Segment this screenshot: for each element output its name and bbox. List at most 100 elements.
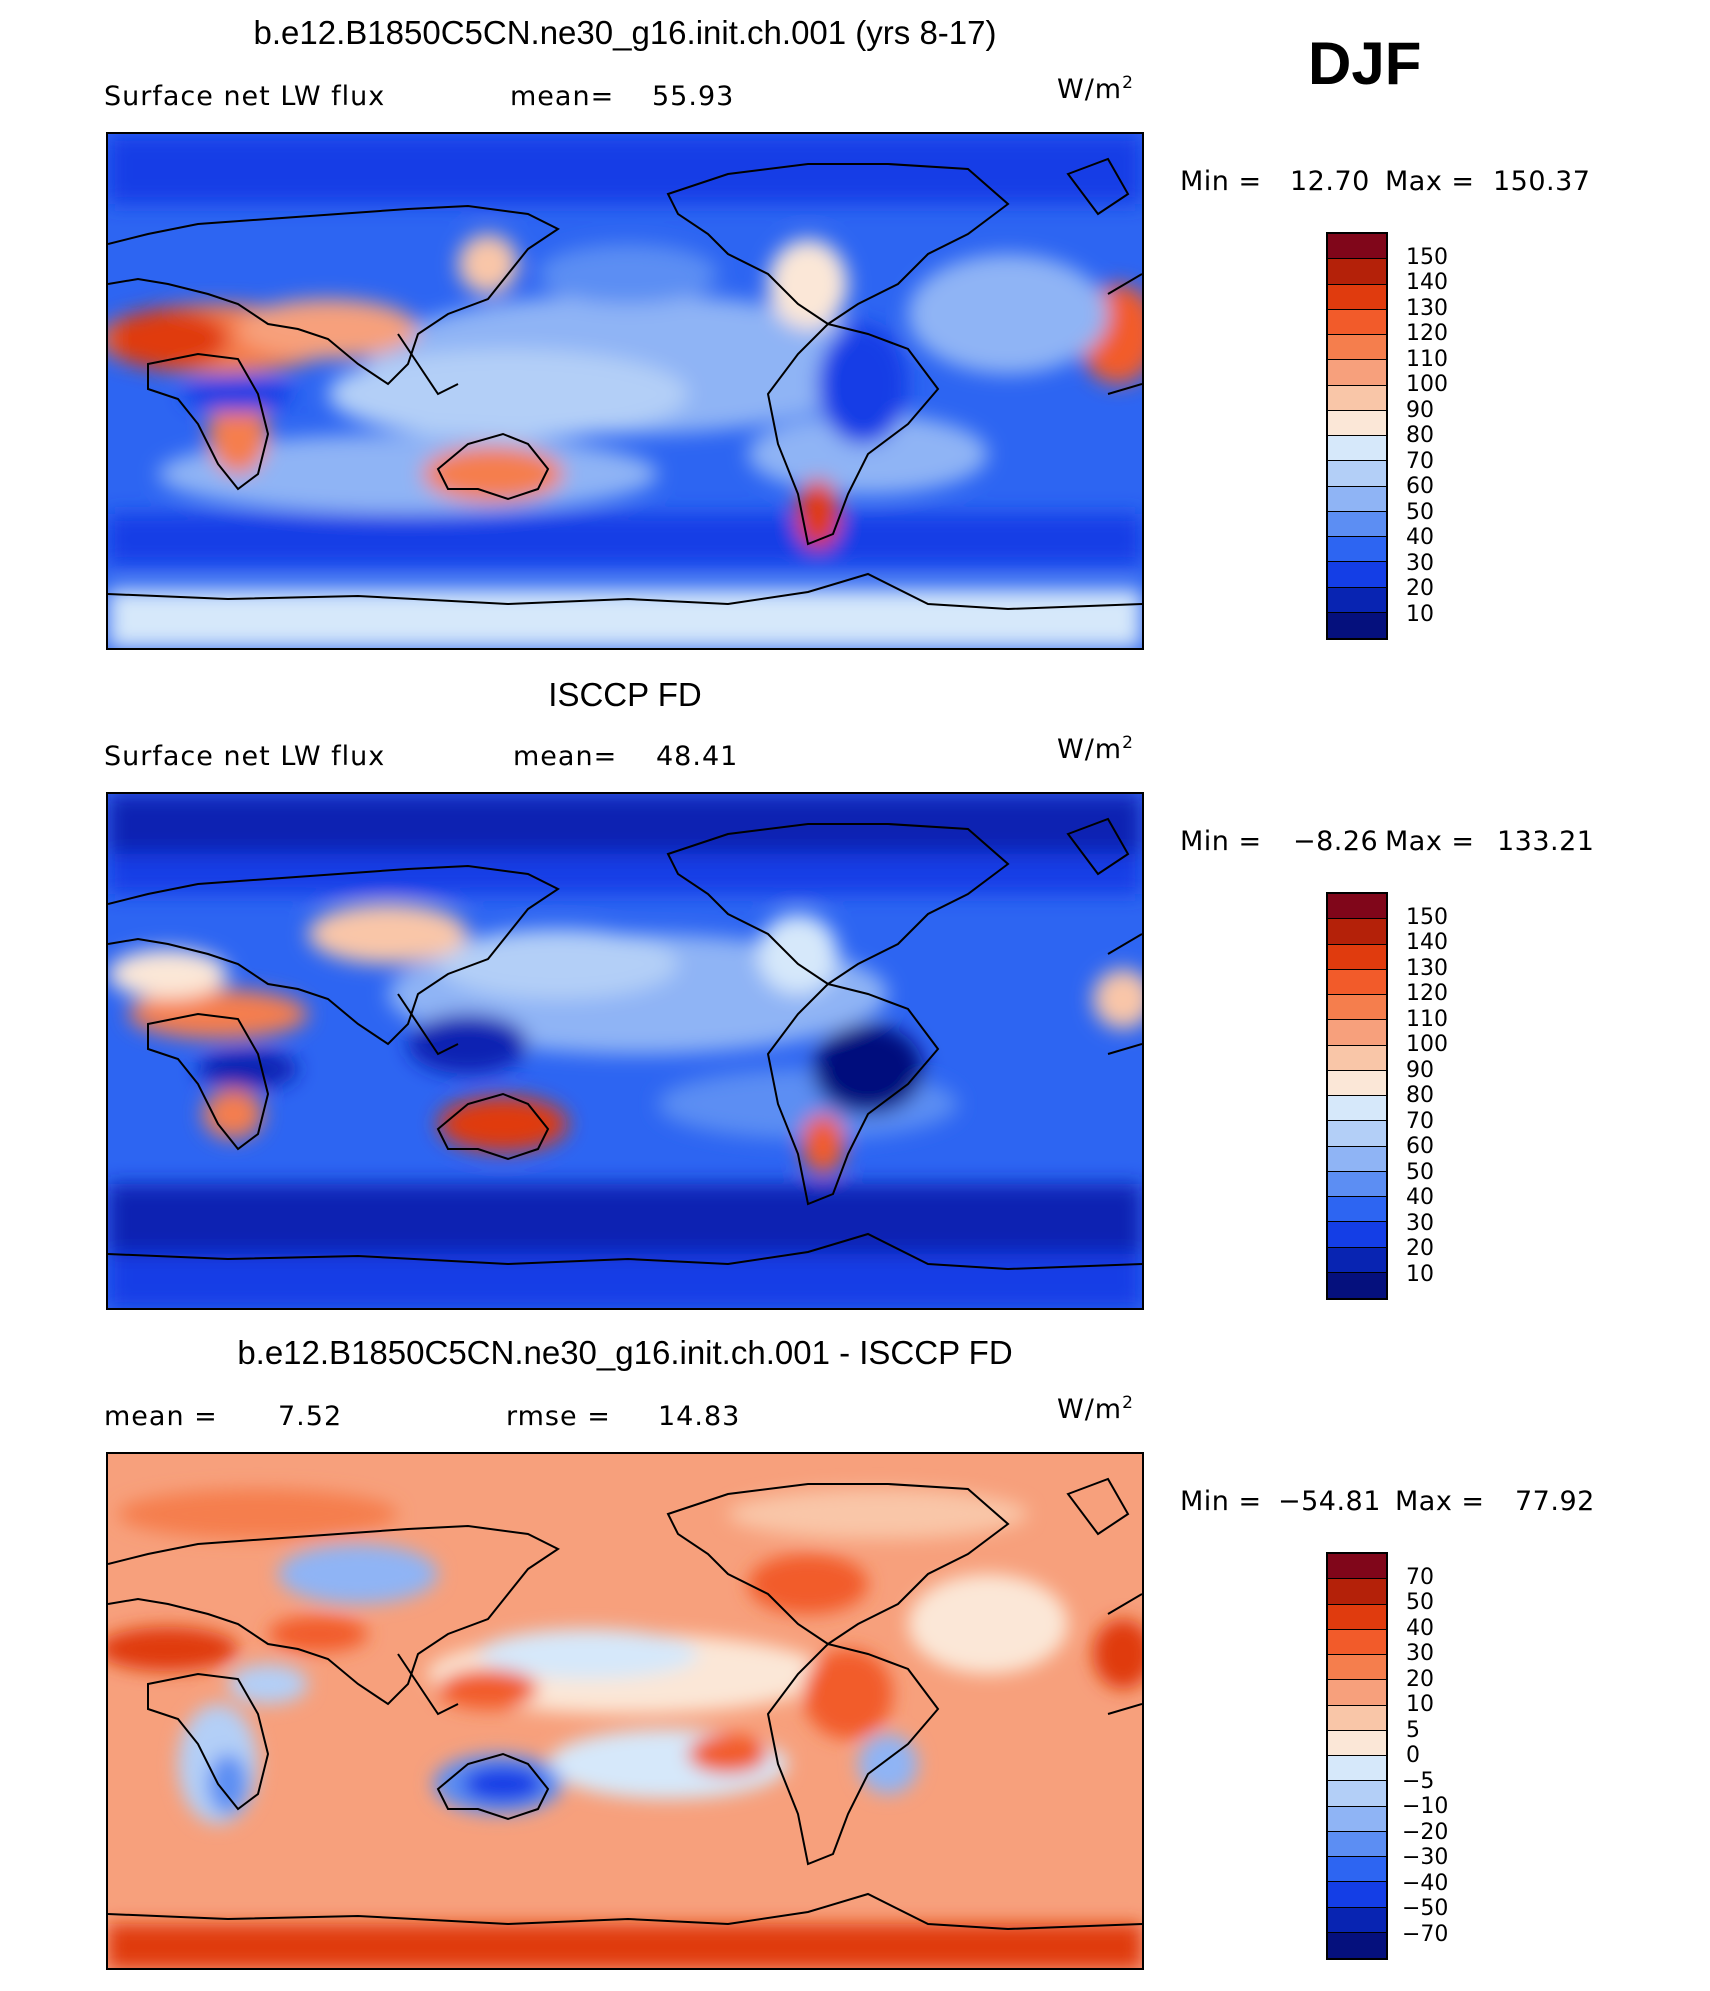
colorbar-segment — [1328, 562, 1386, 588]
colorbar-segment — [1328, 1272, 1386, 1298]
panel2-map-svg — [108, 794, 1142, 1308]
panel2-map — [106, 792, 1144, 1310]
colorbar-tick-label: 50 — [1406, 1159, 1434, 1185]
colorbar-tick-label: 10 — [1406, 601, 1434, 627]
colorbar-tick-label: 80 — [1406, 1083, 1434, 1108]
panel1-coastlines — [108, 157, 1142, 611]
panel1-max-label: Max = — [1385, 166, 1475, 197]
colorbar-tick-label: 120 — [1406, 981, 1448, 1006]
panel1-min-value: 12.70 — [1290, 166, 1370, 197]
colorbar-segment — [1328, 894, 1386, 920]
colorbar-segment — [1328, 1222, 1386, 1248]
panel3-units: W/m2 — [1057, 1393, 1134, 1425]
colorbar-tick-label: 30 — [1406, 550, 1434, 576]
colorbar-tick-label: −50 — [1402, 1896, 1449, 1921]
colorbar-segment — [1328, 309, 1386, 335]
colorbar-tick-label: 140 — [1406, 270, 1448, 295]
colorbar-segment — [1328, 1045, 1386, 1071]
colorbar-tick-label: 70 — [1406, 448, 1434, 474]
colorbar-tick-label: 40 — [1406, 1185, 1434, 1210]
colorbar-tick-label: 50 — [1406, 499, 1434, 525]
colorbar-segment — [1328, 1197, 1386, 1223]
colorbar-tick-label: −5 — [1402, 1768, 1435, 1794]
panel2-variable-label: Surface net LW flux — [104, 741, 386, 772]
panel3-map-svg — [108, 1454, 1142, 1968]
panel1-max-value: 150.37 — [1493, 166, 1591, 197]
panel3-max-label: Max = — [1395, 1486, 1485, 1517]
colorbar-segment — [1328, 259, 1386, 285]
panel1-map — [106, 132, 1144, 650]
colorbar-tick-label: −20 — [1402, 1819, 1449, 1845]
panel2-min-label: Min = — [1180, 826, 1262, 857]
colorbar-tick-label: 30 — [1406, 1641, 1434, 1666]
colorbar-segment — [1328, 1857, 1386, 1883]
colorbar-segment — [1328, 1907, 1386, 1933]
colorbar-segment — [1328, 335, 1386, 361]
colorbar-segment — [1328, 1882, 1386, 1908]
colorbar-tick-label: 150 — [1406, 904, 1448, 930]
colorbar-segment — [1328, 486, 1386, 512]
colorbar-segment — [1328, 234, 1386, 260]
panel2-units: W/m2 — [1057, 733, 1134, 765]
colorbar-segment — [1328, 587, 1386, 613]
colorbar-tick-label: 60 — [1406, 474, 1434, 499]
colorbar-tick-label: 130 — [1406, 295, 1448, 321]
panel2-min-value: −8.26 — [1293, 826, 1379, 857]
colorbar-segment — [1328, 612, 1386, 638]
colorbar-segment — [1328, 1247, 1386, 1273]
colorbar-tick-label: 70 — [1406, 1108, 1434, 1134]
panel3-rmse-label: rmse = — [506, 1401, 611, 1432]
colorbar-segment — [1328, 1070, 1386, 1096]
colorbar-segment — [1328, 919, 1386, 945]
colorbar-segment — [1328, 436, 1386, 462]
colorbar-tick-label: 20 — [1406, 1236, 1434, 1261]
colorbar-segment — [1328, 1932, 1386, 1958]
colorbar-tick-label: 70 — [1406, 1564, 1434, 1590]
colorbar-tick-label: −40 — [1402, 1870, 1449, 1896]
colorbar-segment — [1328, 969, 1386, 995]
colorbar-tick-label: 5 — [1406, 1717, 1420, 1743]
panel2-mean-value: 48.41 — [656, 741, 739, 772]
colorbar-tick-label: 50 — [1406, 1590, 1434, 1615]
colorbar-tick-label: −70 — [1402, 1921, 1449, 1947]
colorbar-segment — [1328, 1171, 1386, 1197]
panel2-mean-label: mean= — [513, 741, 618, 772]
panel3-min-label: Min = — [1180, 1486, 1262, 1517]
panel3-mean-value: 7.52 — [278, 1401, 343, 1432]
colorbar-segment — [1328, 1806, 1386, 1832]
colorbar-tick-label: −30 — [1402, 1845, 1449, 1870]
panel3-max-value: 77.92 — [1515, 1486, 1595, 1517]
colorbar-segment — [1328, 410, 1386, 436]
colorbar-tick-label: 100 — [1406, 372, 1448, 397]
colorbar-tick-label: 0 — [1406, 1743, 1420, 1768]
panel1-map-svg — [108, 134, 1142, 648]
colorbar-tick-label: −10 — [1402, 1794, 1449, 1819]
colorbar-segment — [1328, 537, 1386, 563]
panel1-mean-label: mean= — [510, 81, 615, 112]
colorbar-tick-label: 140 — [1406, 930, 1448, 955]
colorbar-tick-label: 90 — [1406, 397, 1434, 423]
panel1-variable-label: Surface net LW flux — [104, 81, 386, 112]
colorbar-tick-label: 110 — [1406, 346, 1448, 372]
panel3-colorbar — [1326, 1552, 1388, 1960]
colorbar-tick-label: 20 — [1406, 1666, 1434, 1692]
panel3-coastlines — [108, 1477, 1142, 1931]
colorbar-tick-label: 40 — [1406, 525, 1434, 550]
colorbar-segment — [1328, 1831, 1386, 1857]
colorbar-tick-label: 130 — [1406, 955, 1448, 981]
panel3-map — [106, 1452, 1144, 1970]
colorbar-tick-label: 150 — [1406, 244, 1448, 270]
colorbar-segment — [1328, 995, 1386, 1021]
colorbar-segment — [1328, 1730, 1386, 1756]
panel3-rmse-value: 14.83 — [658, 1401, 741, 1432]
colorbar-tick-label: 60 — [1406, 1134, 1434, 1159]
colorbar-segment — [1328, 1020, 1386, 1046]
colorbar-tick-label: 110 — [1406, 1006, 1448, 1032]
colorbar-segment — [1328, 1554, 1386, 1580]
colorbar-segment — [1328, 1680, 1386, 1706]
panel1-mean-value: 55.93 — [652, 81, 735, 112]
panel2-coastlines — [108, 817, 1142, 1271]
colorbar-segment — [1328, 944, 1386, 970]
colorbar-tick-label: 20 — [1406, 576, 1434, 601]
colorbar-segment — [1328, 1121, 1386, 1147]
